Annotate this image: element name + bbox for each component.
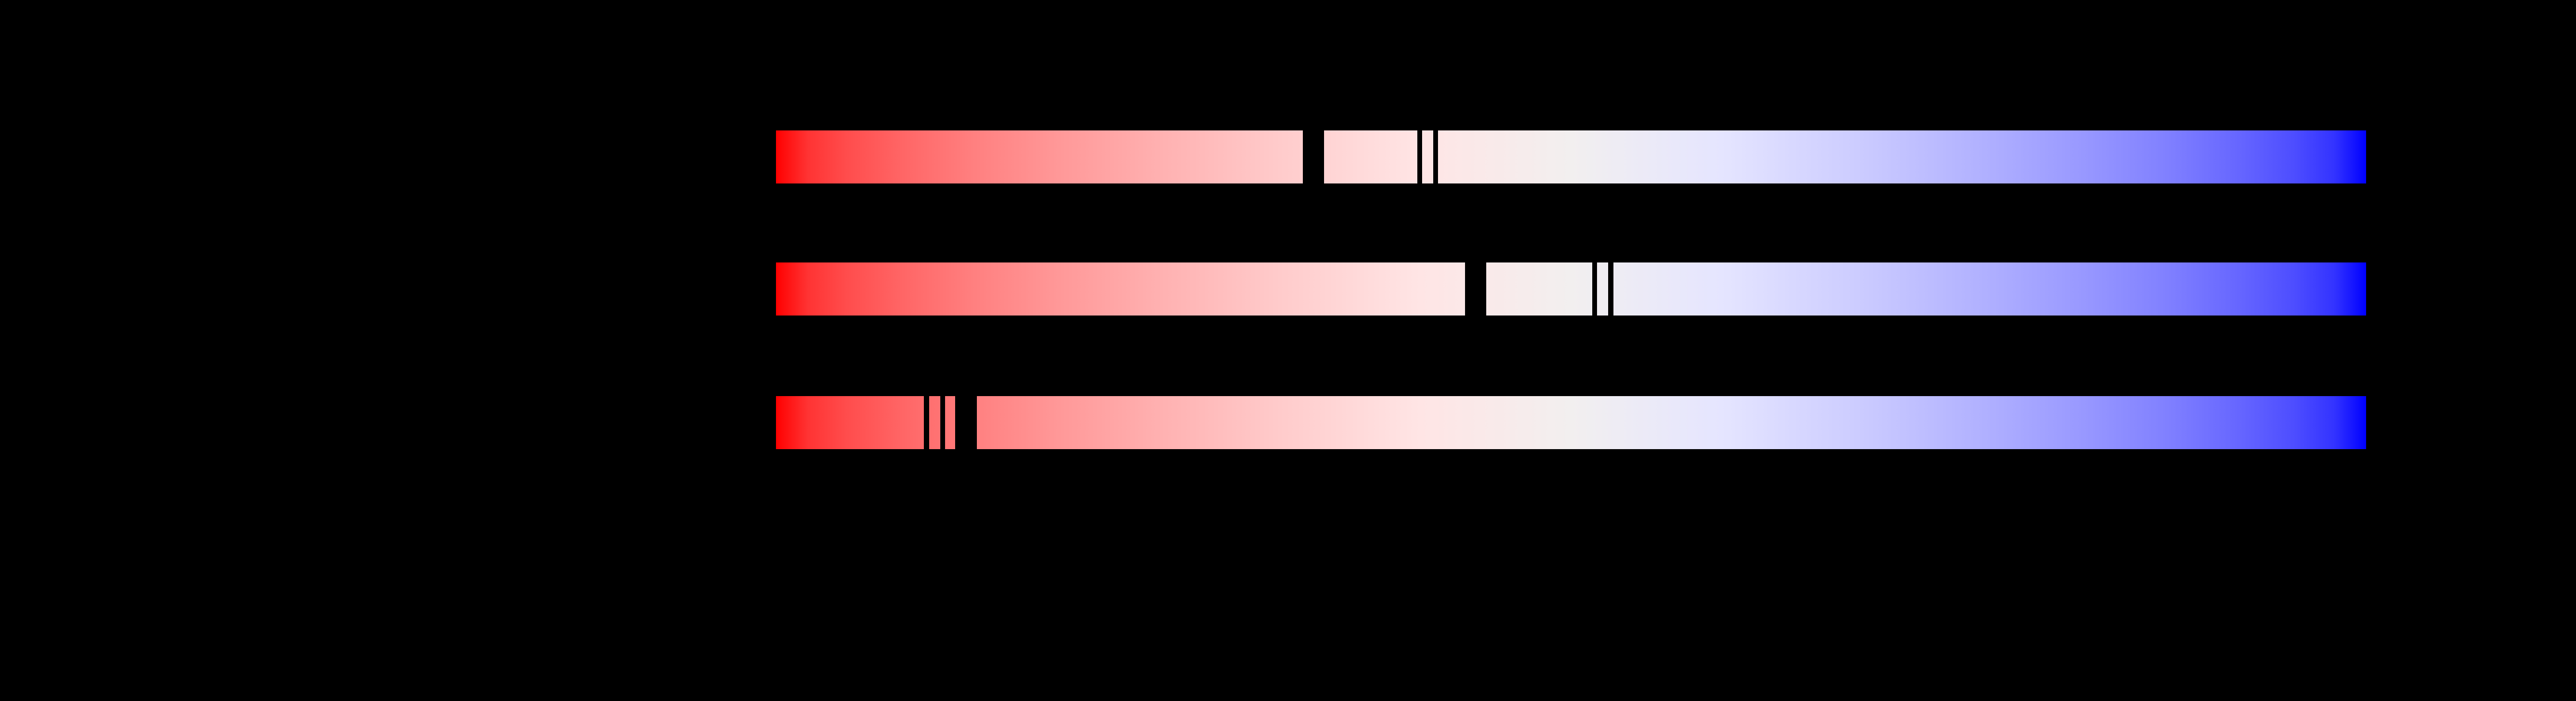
marker-thin-line-bar-3 <box>940 396 945 449</box>
marker-thin-line-bar-1 <box>1417 130 1422 183</box>
marker-wide-band-bar-1 <box>1303 130 1324 183</box>
gradient-bar-bar-1 <box>776 130 2366 183</box>
marker-wide-band-bar-3 <box>955 396 977 449</box>
gradient-bar-bar-3 <box>776 396 2366 449</box>
marker-thin-line-bar-2 <box>1592 262 1597 316</box>
marker-thin-line-bar-2 <box>1608 262 1613 316</box>
gradient-bar-bar-2 <box>776 262 2366 316</box>
marker-wide-band-bar-2 <box>1465 262 1486 316</box>
marker-thin-line-bar-1 <box>1433 130 1438 183</box>
marker-thin-line-bar-3 <box>924 396 929 449</box>
